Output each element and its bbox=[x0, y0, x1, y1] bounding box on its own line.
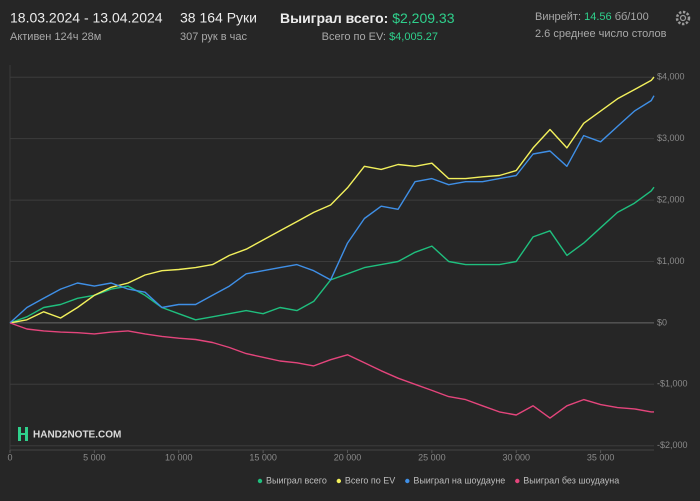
y-tick-label: $4,000 bbox=[657, 72, 685, 82]
active-time: Активен 124ч 28м bbox=[10, 31, 101, 43]
winrate-value: 14.56 bbox=[584, 11, 612, 23]
legend-label: Выиграл всего bbox=[266, 475, 327, 485]
ev-value: $4,005.27 bbox=[389, 31, 438, 43]
winrate-label: Винрейт: bbox=[535, 11, 581, 23]
y-tick-label: $0 bbox=[657, 317, 667, 327]
legend: Выиграл всего Всего по EV Выиграл на шоуда… bbox=[257, 475, 619, 485]
legend-marker bbox=[405, 478, 410, 484]
date-range: 18.03.2024 - 13.04.2024 bbox=[10, 10, 163, 26]
x-tick-label: 10 000 bbox=[165, 452, 193, 462]
logo-text: HAND2NOTE.COM bbox=[33, 430, 121, 441]
ev-label: Всего по EV: bbox=[322, 31, 386, 43]
x-tick-label: 0 bbox=[7, 452, 12, 462]
y-tick-label: $3,000 bbox=[657, 133, 685, 143]
gear bbox=[675, 10, 691, 26]
legend-label: Выиграл на шоудауне bbox=[413, 475, 505, 485]
y-tick-label: $1,000 bbox=[657, 256, 685, 266]
won-value: $2,209.33 bbox=[392, 10, 454, 26]
gear-center bbox=[679, 14, 687, 22]
legend-marker bbox=[515, 478, 520, 484]
won-total: Выиграл всего: $2,209.33 bbox=[280, 10, 455, 26]
y-tick-label: -$1,000 bbox=[657, 379, 688, 389]
legend-marker bbox=[257, 478, 263, 484]
y-tick-label: -$2,000 bbox=[657, 440, 688, 450]
series-line bbox=[9, 322, 654, 419]
x-tick-label: 30 000 bbox=[502, 452, 530, 462]
x-tick-label: 5 000 bbox=[83, 452, 106, 462]
ev-total: Всего по EV: $4,005.27 bbox=[322, 31, 438, 43]
x-tick-label: 20 000 bbox=[334, 452, 362, 462]
plot: -$2,000 -$1,000 $0 $1,000 $2,000 $3,000 $4,000… bbox=[7, 65, 688, 462]
winrate-unit: бб/100 bbox=[615, 11, 649, 23]
hands-per-hour: 307 рук в час bbox=[180, 31, 248, 43]
series-line bbox=[9, 186, 655, 324]
tables: 2.6 среднее число столов bbox=[535, 28, 667, 40]
winrate: Винрейт: 14.56 бб/100 bbox=[535, 11, 649, 23]
legend-label: Всего по EV bbox=[345, 475, 395, 485]
logo-bar bbox=[18, 433, 28, 435]
settings-button[interactable] bbox=[675, 10, 691, 26]
logo: HAND2NOTE.COM bbox=[18, 427, 121, 441]
x-tick-label: 15 000 bbox=[249, 452, 277, 462]
series-line bbox=[9, 95, 655, 324]
y-tick-label: $2,000 bbox=[657, 194, 685, 204]
series-line bbox=[9, 76, 655, 324]
legend-label: Выиграл без шоудауна bbox=[523, 475, 619, 485]
x-tick-label: 35 000 bbox=[587, 452, 615, 462]
won-label: Выиграл всего: bbox=[280, 10, 388, 26]
hands: 38 164 Руки bbox=[180, 10, 257, 26]
legend-marker bbox=[336, 478, 342, 484]
x-tick-label: 25 000 bbox=[418, 452, 446, 462]
